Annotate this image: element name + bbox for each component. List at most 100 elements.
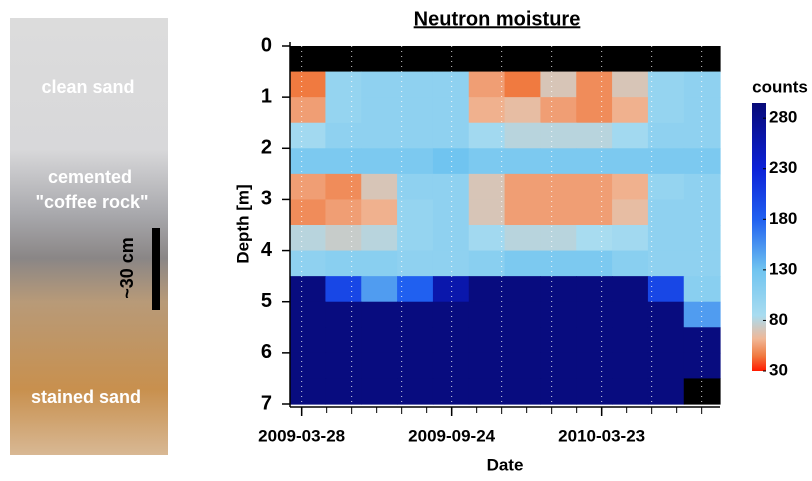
heatmap-cell <box>648 148 684 174</box>
heatmap-cell <box>290 174 326 200</box>
heatmap-cell <box>612 276 648 302</box>
heatmap-cell <box>469 174 505 200</box>
heatmap-cell <box>648 46 684 72</box>
soil-photo: clean sand cemented "coffee rock" ~30 cm… <box>10 18 168 455</box>
heatmap-cell <box>325 302 361 328</box>
heatmap-cell <box>576 251 612 277</box>
heatmap <box>290 46 721 405</box>
heatmap-cell <box>505 327 541 353</box>
heatmap-cell <box>325 225 361 251</box>
colorbar-tick-label: 130 <box>769 259 797 278</box>
heatmap-cell <box>648 123 684 149</box>
heatmap-cell <box>684 302 721 328</box>
heatmap-cell <box>469 46 505 72</box>
y-tick-label: 4 <box>261 239 273 261</box>
heatmap-cell <box>648 353 684 379</box>
heatmap-cell <box>469 353 505 379</box>
heatmap-cell <box>648 276 684 302</box>
heatmap-cell <box>540 46 576 72</box>
heatmap-cell <box>397 123 433 149</box>
heatmap-cell <box>612 97 648 123</box>
heatmap-cell <box>325 353 361 379</box>
heatmap-cell <box>648 327 684 353</box>
heatmap-cell <box>469 251 505 277</box>
heatmap-cell <box>505 225 541 251</box>
heatmap-cell <box>361 353 397 379</box>
colorbar <box>752 103 766 371</box>
heatmap-cell <box>397 327 433 353</box>
heatmap-cell <box>397 378 433 404</box>
heatmap-cell <box>469 378 505 404</box>
heatmap-cell <box>290 353 326 379</box>
heatmap-cell <box>433 123 469 149</box>
heatmap-cell <box>540 302 576 328</box>
heatmap-cell <box>433 174 469 200</box>
x-axis-label: Date <box>487 455 524 474</box>
heatmap-cell <box>540 123 576 149</box>
heatmap-cell <box>397 353 433 379</box>
heatmap-cell <box>397 97 433 123</box>
heatmap-cell <box>469 148 505 174</box>
heatmap-cell <box>612 148 648 174</box>
heatmap-cell <box>612 46 648 72</box>
heatmap-cell <box>361 251 397 277</box>
heatmap-cell <box>684 327 721 353</box>
heatmap-cell <box>361 174 397 200</box>
heatmap-cell <box>648 251 684 277</box>
heatmap-cell <box>684 251 721 277</box>
y-tick-label: 0 <box>261 34 272 56</box>
heatmap-cell <box>612 302 648 328</box>
heatmap-cell <box>325 148 361 174</box>
heatmap-cell <box>433 302 469 328</box>
heatmap-cell <box>612 251 648 277</box>
y-axis-label: Depth [m] <box>233 184 252 263</box>
heatmap-cell <box>576 378 612 404</box>
heatmap-cell <box>505 72 541 98</box>
heatmap-cell <box>684 174 721 200</box>
heatmap-cell <box>290 327 326 353</box>
heatmap-cell <box>325 199 361 225</box>
heatmap-cell <box>361 276 397 302</box>
heatmap-cell <box>325 174 361 200</box>
x-tick-label: 2009-09-24 <box>408 426 496 445</box>
y-tick-label: 5 <box>261 290 272 312</box>
heatmap-cell <box>505 353 541 379</box>
photo-label: stained sand <box>31 387 141 407</box>
heatmap-cell <box>648 225 684 251</box>
heatmap-cell <box>540 199 576 225</box>
heatmap-cell <box>540 225 576 251</box>
heatmap-cell <box>505 276 541 302</box>
heatmap-cell <box>648 199 684 225</box>
heatmap-cell <box>433 97 469 123</box>
heatmap-cell <box>469 276 505 302</box>
heatmap-cell <box>433 148 469 174</box>
heatmap-cell <box>540 353 576 379</box>
heatmap-cell <box>397 72 433 98</box>
heatmap-cell <box>684 199 721 225</box>
heatmap-cell <box>576 174 612 200</box>
heatmap-cell <box>576 199 612 225</box>
y-tick-label: 6 <box>261 341 272 363</box>
heatmap-cell <box>540 72 576 98</box>
heatmap-cell <box>290 97 326 123</box>
heatmap-cell <box>540 174 576 200</box>
heatmap-cell <box>469 327 505 353</box>
heatmap-cell <box>325 123 361 149</box>
heatmap-cell <box>576 123 612 149</box>
heatmap-cell <box>505 378 541 404</box>
heatmap-cell <box>290 199 326 225</box>
heatmap-cell <box>325 72 361 98</box>
heatmap-cell <box>433 251 469 277</box>
heatmap-cell <box>684 353 721 379</box>
heatmap-cell <box>325 251 361 277</box>
heatmap-cell <box>648 72 684 98</box>
chart-title: Neutron moisture <box>414 8 581 30</box>
heatmap-cell <box>433 72 469 98</box>
heatmap-cell <box>648 378 684 404</box>
heatmap-cell <box>397 251 433 277</box>
heatmap-cell <box>469 97 505 123</box>
heatmap-cell <box>576 148 612 174</box>
heatmap-cell <box>612 199 648 225</box>
heatmap-cell <box>612 327 648 353</box>
